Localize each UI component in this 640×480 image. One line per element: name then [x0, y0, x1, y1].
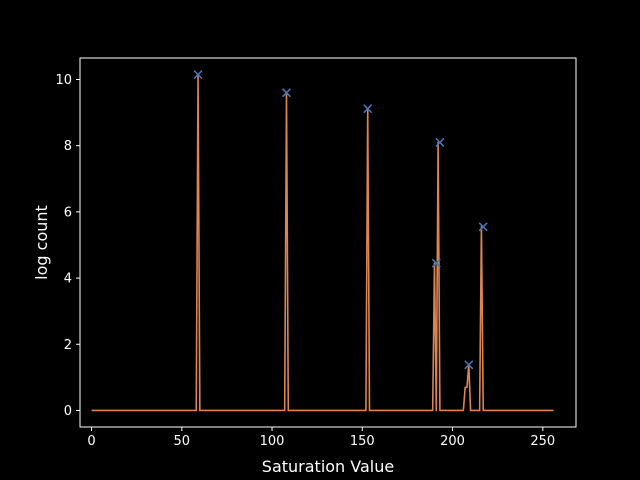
x-tick-label: 100 — [260, 434, 285, 449]
x-tick-label: 0 — [87, 434, 95, 449]
peak-marker-stroke — [193, 69, 203, 80]
peak-marker — [478, 222, 488, 232]
x-axis-label: Saturation Value — [262, 457, 394, 476]
peak-marker-stroke — [281, 88, 292, 98]
axes-frame — [79, 57, 577, 428]
peak-marker — [281, 88, 292, 98]
peak-marker — [193, 69, 203, 80]
peak-marker-stroke — [435, 137, 445, 147]
y-tick-label: 6 — [64, 205, 72, 220]
y-tick-label: 8 — [64, 139, 72, 154]
peak-marker — [363, 104, 373, 114]
x-tick-label: 200 — [440, 434, 465, 449]
y-tick-label: 4 — [64, 272, 72, 287]
x-tick-label: 150 — [350, 434, 375, 449]
peak-marker-stroke — [431, 258, 441, 268]
peak-marker — [431, 258, 441, 268]
x-axis-ticks: 0 50 100 150 200 250 — [87, 427, 555, 449]
peak-marker-stroke — [478, 222, 488, 232]
y-tick-label: 0 — [64, 404, 72, 419]
series-line-0 — [91, 73, 554, 412]
peak-marker-stroke — [363, 104, 373, 114]
y-axis-ticks: 0 2 4 6 8 10 — [55, 73, 80, 419]
peak-marker-stroke — [464, 360, 474, 370]
y-axis-label: log count — [32, 205, 51, 280]
x-tick-label: 50 — [174, 434, 191, 449]
y-tick-label: 2 — [64, 338, 72, 353]
peak-marker — [435, 137, 445, 147]
y-tick-label: 10 — [55, 73, 72, 88]
peak-marker — [464, 360, 474, 370]
x-tick-label: 250 — [530, 434, 555, 449]
plot-area — [91, 69, 554, 412]
